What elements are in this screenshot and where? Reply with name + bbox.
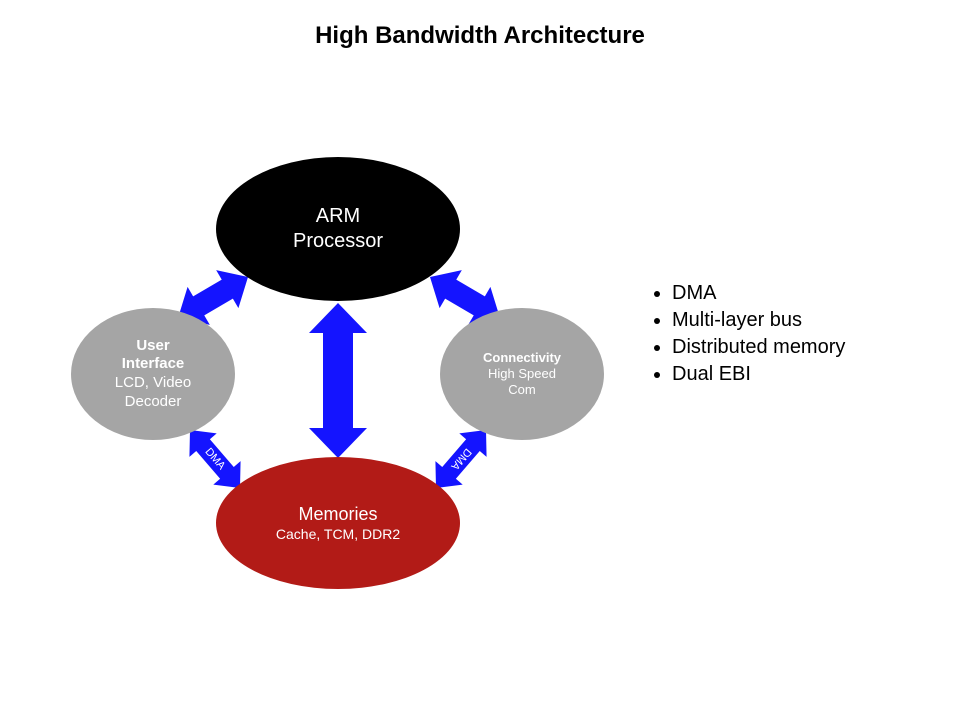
edge-label-dma-left: DMA [202, 446, 227, 472]
diagram-canvas: High Bandwidth Architecture ARM Processo… [0, 0, 960, 720]
bullet-item: Distributed memory [672, 336, 845, 359]
node-conn-line3: Com [508, 382, 535, 398]
node-arm-line2: Processor [293, 229, 383, 254]
bullet-item: Dual EBI [672, 363, 845, 386]
node-ui-line3: LCD, Video [115, 374, 191, 393]
node-ui-line1: User [136, 337, 169, 356]
node-ui-line4: Decoder [125, 393, 182, 412]
node-memories: Memories Cache, TCM, DDR2 [216, 457, 460, 589]
node-arm-processor: ARM Processor [216, 157, 460, 301]
node-arm-line1: ARM [316, 204, 360, 229]
bullet-item: DMA [672, 282, 845, 305]
node-conn-line2: High Speed [488, 366, 556, 382]
diagram-title: High Bandwidth Architecture [0, 22, 960, 50]
node-mem-line1: Memories [298, 503, 377, 526]
bullet-item: Multi-layer bus [672, 309, 845, 332]
node-connectivity: Connectivity High Speed Com [440, 308, 604, 440]
node-mem-line2: Cache, TCM, DDR2 [276, 526, 400, 544]
feature-bullets: DMA Multi-layer bus Distributed memory D… [650, 278, 845, 390]
node-user-interface: User Interface LCD, Video Decoder [71, 308, 235, 440]
edge-label-dma-right: DMA [448, 446, 473, 472]
node-ui-line2: Interface [122, 355, 185, 374]
node-conn-line1: Connectivity [483, 350, 561, 366]
